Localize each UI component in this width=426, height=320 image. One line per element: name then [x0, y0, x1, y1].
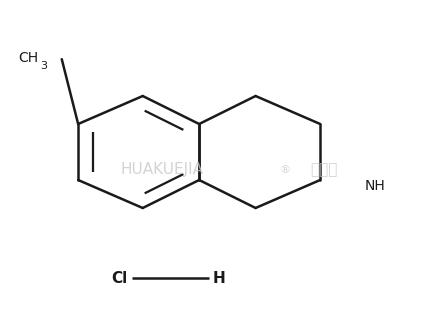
- Text: Cl: Cl: [112, 271, 128, 286]
- Text: 3: 3: [40, 61, 47, 71]
- Text: H: H: [213, 271, 226, 286]
- Text: ®: ®: [280, 164, 291, 175]
- Text: HUAKUEJIA: HUAKUEJIA: [121, 162, 203, 177]
- Text: NH: NH: [364, 179, 385, 193]
- Text: 化学加: 化学加: [310, 162, 337, 177]
- Text: CH: CH: [18, 51, 38, 65]
